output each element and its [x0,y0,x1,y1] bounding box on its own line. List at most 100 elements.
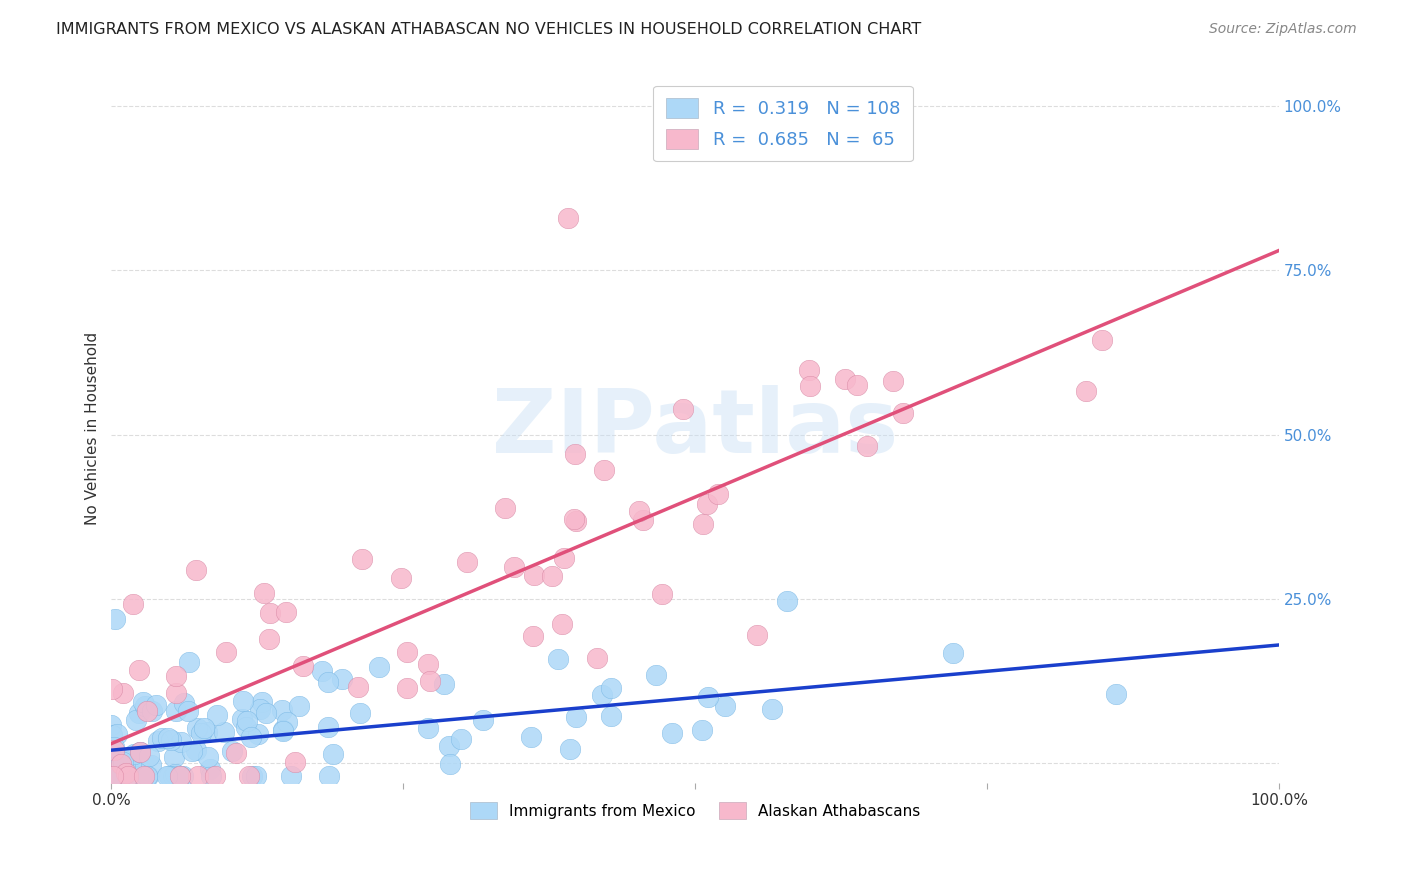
Point [100,769,122,783]
Point [173,696,195,710]
Point [101,769,124,783]
Point [259,607,281,621]
Point [141,704,163,718]
Point [122,747,145,761]
Point [107,769,129,783]
Point [232,694,254,708]
Point [134,699,156,714]
Point [240,769,263,783]
Point [714,698,737,713]
Point [311,665,333,679]
Point [231,712,253,726]
Point [181,744,204,758]
Point [280,769,302,783]
Point [101,745,124,759]
Point [157,769,180,783]
Point [139,758,162,772]
Point [172,769,194,783]
Point [330,672,353,686]
Point [585,650,607,665]
Point [350,551,373,566]
Point [519,730,541,744]
Point [257,632,280,647]
Point [110,756,132,771]
Point [103,769,125,783]
Point [547,652,569,666]
Point [128,761,150,775]
Point [129,745,152,759]
Point [195,725,218,739]
Point [146,734,169,748]
Point [187,769,209,783]
Point [110,769,132,783]
Point [169,769,191,783]
Point [553,551,575,566]
Point [541,569,564,583]
Point [111,756,134,770]
Point [1074,384,1097,399]
Point [115,765,138,780]
Point [101,758,124,772]
Point [856,439,879,453]
Point [318,720,340,734]
Point [128,663,150,677]
Point [112,753,135,767]
Point [132,769,155,783]
Point [177,704,200,718]
Point [205,708,228,723]
Point [240,730,263,744]
Point [270,703,292,717]
Point [165,686,187,700]
Point [745,628,768,642]
Point [891,406,914,420]
Point [557,211,579,225]
Point [162,769,184,783]
Point [138,749,160,764]
Point [124,769,146,783]
Point [117,769,139,783]
Point [347,681,370,695]
Point [696,497,718,511]
Point [661,726,683,740]
Point [253,586,276,600]
Point [292,659,315,673]
Point [221,744,243,758]
Point [150,731,173,745]
Point [135,704,157,718]
Point [471,713,494,727]
Point [799,379,821,393]
Point [108,769,131,783]
Point [274,605,297,619]
Point [318,769,340,783]
Point [834,371,856,385]
Point [225,746,247,760]
Point [707,487,730,501]
Point [204,769,226,783]
Point [316,674,339,689]
Point [419,673,441,688]
Text: IMMIGRANTS FROM MEXICO VS ALASKAN ATHABASCAN NO VEHICLES IN HOUSEHOLD CORRELATIO: IMMIGRANTS FROM MEXICO VS ALASKAN ATHABA… [56,22,921,37]
Point [882,374,904,388]
Point [131,695,153,709]
Point [136,768,159,782]
Point [105,727,128,741]
Point [671,401,693,416]
Point [651,587,673,601]
Point [494,501,516,516]
Point [190,726,212,740]
Point [100,728,122,742]
Point [271,723,294,737]
Point [367,660,389,674]
Point [846,378,869,392]
Point [160,732,183,747]
Point [200,769,222,783]
Point [249,702,271,716]
Point [276,714,298,729]
Point [644,667,666,681]
Point [165,767,187,781]
Point [165,669,187,683]
Point [169,769,191,783]
Point [138,769,160,783]
Point [1091,333,1114,347]
Point [114,756,136,771]
